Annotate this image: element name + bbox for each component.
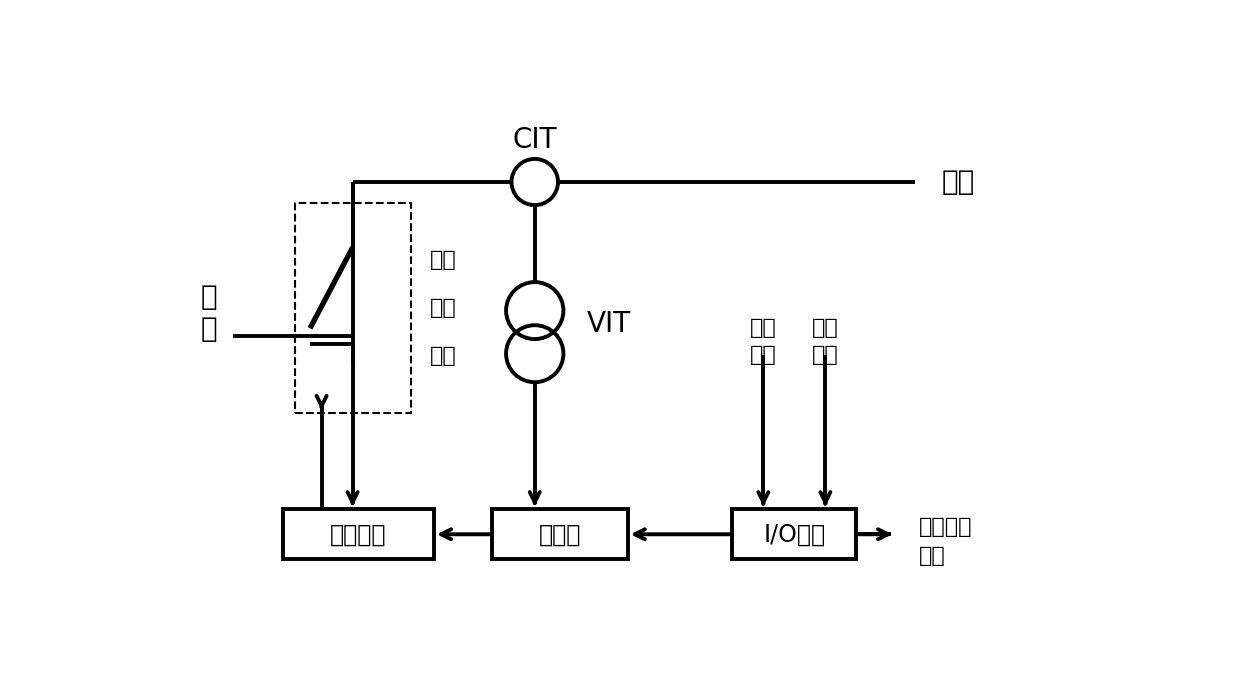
- Text: 部件: 部件: [430, 345, 456, 366]
- Text: 状态信号: 状态信号: [919, 516, 972, 537]
- Text: 命令: 命令: [812, 345, 838, 365]
- Text: 负
载: 负 载: [201, 283, 217, 343]
- Text: 高压: 高压: [430, 250, 456, 270]
- Text: 命令: 命令: [750, 345, 776, 365]
- Text: 合闸: 合闸: [812, 318, 838, 338]
- Text: 操作机构: 操作机构: [330, 523, 387, 546]
- Text: I/O单元: I/O单元: [764, 523, 826, 546]
- Text: CIT: CIT: [512, 126, 557, 153]
- FancyBboxPatch shape: [733, 509, 857, 559]
- Text: 控制器: 控制器: [538, 523, 582, 546]
- FancyBboxPatch shape: [283, 509, 434, 559]
- Text: 反馈: 反馈: [919, 546, 945, 566]
- FancyBboxPatch shape: [492, 509, 627, 559]
- Text: 绵缘: 绵缘: [430, 298, 456, 318]
- Text: 分闸: 分闸: [750, 318, 776, 338]
- Text: VIT: VIT: [587, 310, 631, 339]
- Text: 电源: 电源: [941, 168, 975, 196]
